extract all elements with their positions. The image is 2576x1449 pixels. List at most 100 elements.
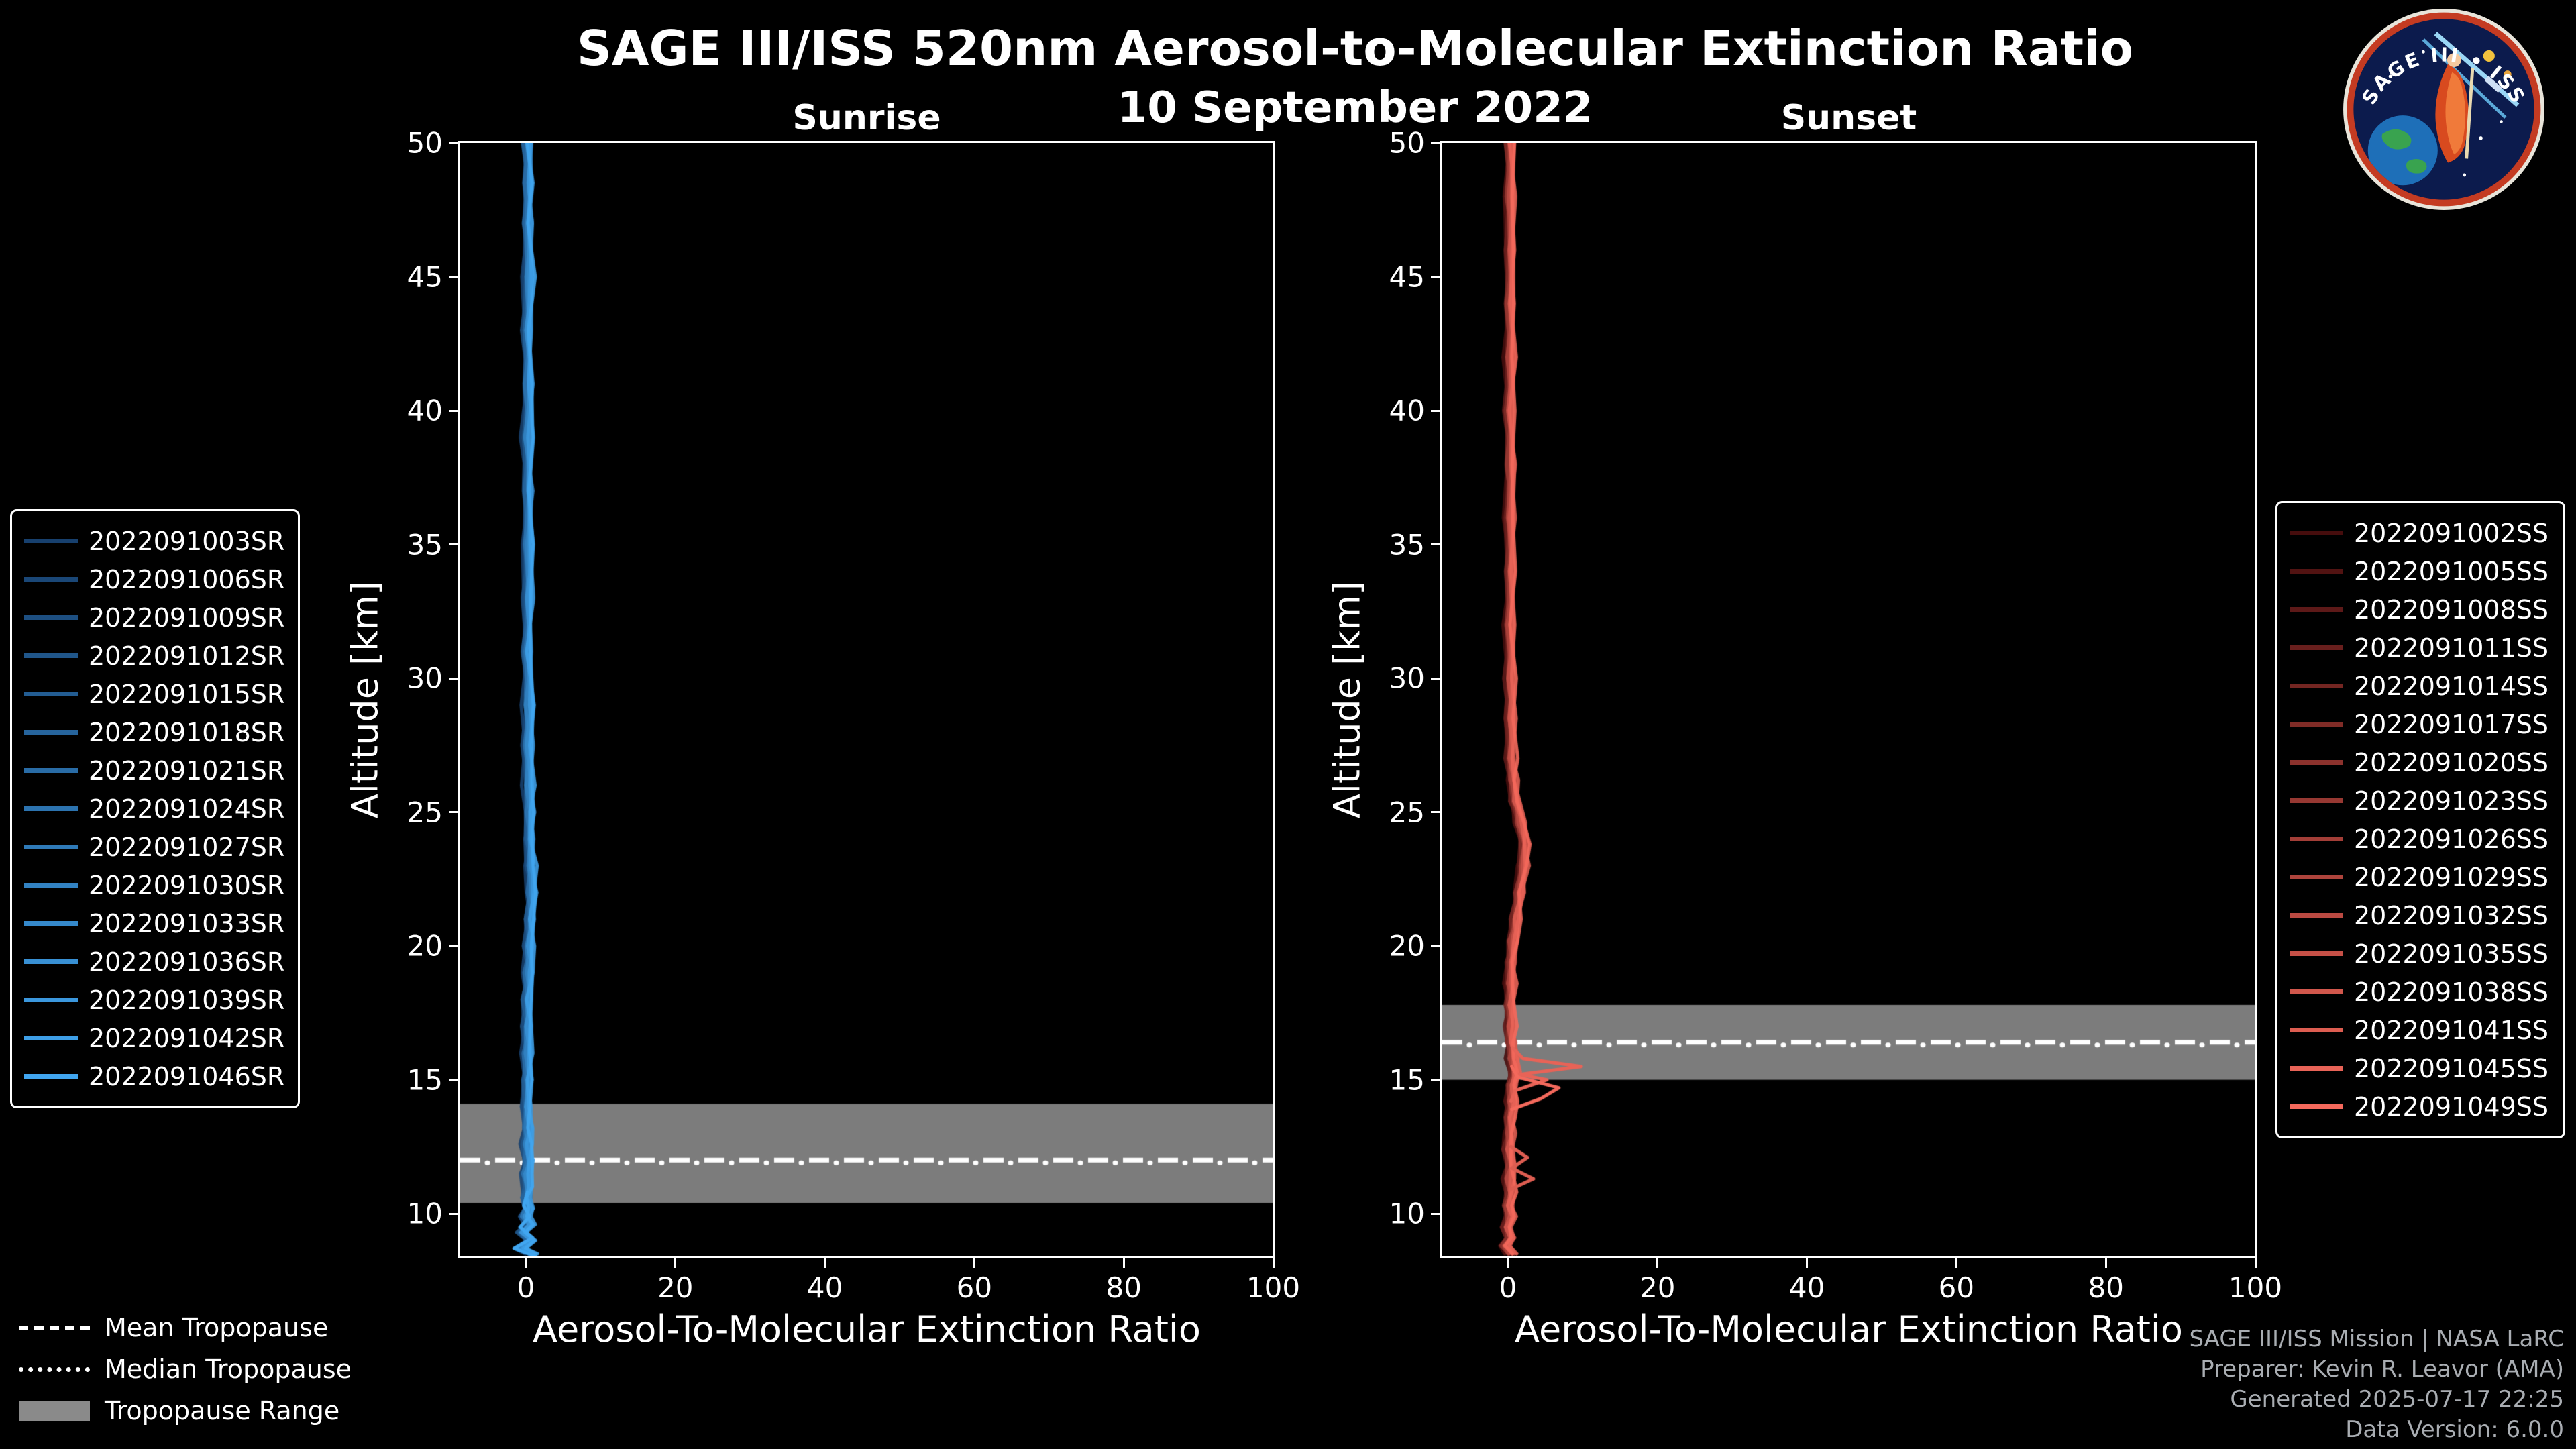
mean-tropopause-label: Mean Tropopause [105,1313,329,1342]
legend-item: 2022091042SR [24,1019,286,1057]
sunrise-y-tick [449,543,458,546]
legend-item-label: 2022091011SS [2354,633,2549,663]
sunrise-y-tick-label: 10 [407,1197,443,1230]
legend-item-label: 2022091024SR [89,794,285,824]
legend-item-label: 2022091038SS [2354,977,2549,1007]
legend-item-label: 2022091023SS [2354,786,2549,816]
legend-item-label: 2022091041SS [2354,1015,2549,1045]
iss-silhouette [2484,75,2502,93]
mean-tropopause-legend-item: Mean Tropopause [19,1307,352,1348]
legend-item-label: 2022091029SS [2354,862,2549,892]
sunrise-x-tick [973,1258,975,1268]
median-tropopause-label: Median Tropopause [105,1354,352,1384]
legend-item-label: 2022091033SR [89,908,285,938]
attribution-block: SAGE III/ISS Mission | NASA LaRC Prepare… [2189,1324,2564,1445]
sunset-plot-canvas [1442,143,2255,1256]
figure-date: 10 September 2022 [1117,83,1593,133]
sunrise-yaxis-label: Altitude [km] [343,580,386,819]
tropopause-legend: Mean Tropopause Median Tropopause Tropop… [19,1307,352,1432]
sunrise-y-tick [449,142,458,144]
gray-band-swatch [19,1401,90,1421]
attribution-data-version: Data Version: 6.0.0 [2345,1416,2564,1443]
legend-item-label: 2022091002SS [2354,518,2549,548]
sunset-y-tick-label: 30 [1389,661,1425,695]
sunset-legend: 2022091002SS 2022091005SS 2022091008SS 2022… [2275,501,2565,1138]
sunset-y-tick [1431,1079,1440,1081]
sunrise-plot-area [458,141,1275,1258]
sunrise-y-tick-label: 15 [407,1063,443,1097]
sunset-x-tick-label: 0 [1499,1271,1517,1304]
legend-line-swatch [2290,1028,2343,1032]
legend-item: 2022091003SR [24,522,286,560]
legend-item-label: 2022091026SS [2354,824,2549,854]
sunset-y-tick [1431,543,1440,546]
tropopause-range-legend-item: Tropopause Range [19,1390,352,1432]
sunset-y-tick-label: 45 [1389,260,1425,294]
legend-line-swatch [2290,989,2343,994]
sunset-y-tick [1431,945,1440,947]
sunset-yaxis-label: Altitude [km] [1326,580,1368,819]
legend-item: 2022091026SS [2290,820,2551,858]
legend-line-swatch [2290,760,2343,765]
sunrise-plot-canvas [460,143,1273,1256]
figure-title: SAGE III/ISS 520nm Aerosol-to-Molecular … [576,20,2134,76]
tropopause-range-label: Tropopause Range [105,1396,340,1426]
legend-line-swatch [24,1074,78,1079]
legend-item: 2022091024SR [24,790,286,828]
legend-line-swatch [24,730,78,735]
legend-line-swatch [2290,1104,2343,1109]
legend-item-label: 2022091003SR [89,526,285,556]
legend-item: 2022091002SS [2290,514,2551,552]
planet-icon [2483,50,2495,62]
sunset-x-tick [1955,1258,1957,1268]
legend-item: 2022091029SS [2290,858,2551,896]
legend-line-swatch [2290,798,2343,803]
legend-item: 2022091015SR [24,675,286,713]
legend-line-swatch [24,577,78,582]
sunset-x-tick-label: 100 [2228,1271,2283,1304]
sunrise-x-tick-label: 0 [517,1271,535,1304]
legend-item-label: 2022091035SS [2354,938,2549,969]
legend-line-swatch [2290,722,2343,727]
sunrise-y-tick-label: 35 [407,528,443,561]
legend-item: 2022091020SS [2290,743,2551,782]
sunrise-y-tick-label: 50 [407,126,443,160]
legend-item: 2022091045SS [2290,1049,2551,1087]
legend-item: 2022091008SS [2290,590,2551,629]
legend-line-swatch [24,883,78,888]
median-tropopause-legend-item: Median Tropopause [19,1348,352,1390]
legend-line-swatch [24,921,78,926]
legend-item-label: 2022091008SS [2354,594,2549,625]
sunset-y-tick [1431,142,1440,144]
legend-line-swatch [2290,645,2343,650]
legend-item: 2022091014SS [2290,667,2551,705]
legend-item: 2022091021SR [24,751,286,790]
sunset-y-tick-label: 15 [1389,1063,1425,1097]
legend-line-swatch [24,998,78,1002]
legend-item: 2022091049SS [2290,1087,2551,1126]
sunset-x-tick-label: 20 [1640,1271,1676,1304]
attribution-mission: SAGE III/ISS Mission | NASA LaRC [2189,1326,2564,1352]
legend-item-label: 2022091020SS [2354,747,2549,777]
sunrise-x-tick-label: 100 [1246,1271,1301,1304]
legend-item-label: 2022091005SS [2354,556,2549,586]
sunset-y-tick-label: 20 [1389,929,1425,963]
sunset-x-tick [2254,1258,2257,1268]
sunrise-x-tick [525,1258,527,1268]
sunset-y-tick-label: 10 [1389,1197,1425,1230]
sunrise-x-tick [824,1258,826,1268]
sunset-y-tick [1431,409,1440,412]
sunset-y-tick [1431,811,1440,814]
sunrise-y-tick [449,677,458,680]
legend-item-label: 2022091017SS [2354,709,2549,739]
legend-line-swatch [24,806,78,811]
legend-item: 2022091038SS [2290,973,2551,1011]
legend-item: 2022091023SS [2290,782,2551,820]
legend-item-label: 2022091014SS [2354,671,2549,701]
sunrise-xaxis-label: Aerosol-To-Molecular Extinction Ratio [533,1308,1201,1350]
legend-line-swatch [2290,1066,2343,1071]
legend-item-label: 2022091018SR [89,717,285,747]
sunset-x-tick-label: 40 [1788,1271,1825,1304]
sunrise-x-tick-label: 40 [806,1271,843,1304]
